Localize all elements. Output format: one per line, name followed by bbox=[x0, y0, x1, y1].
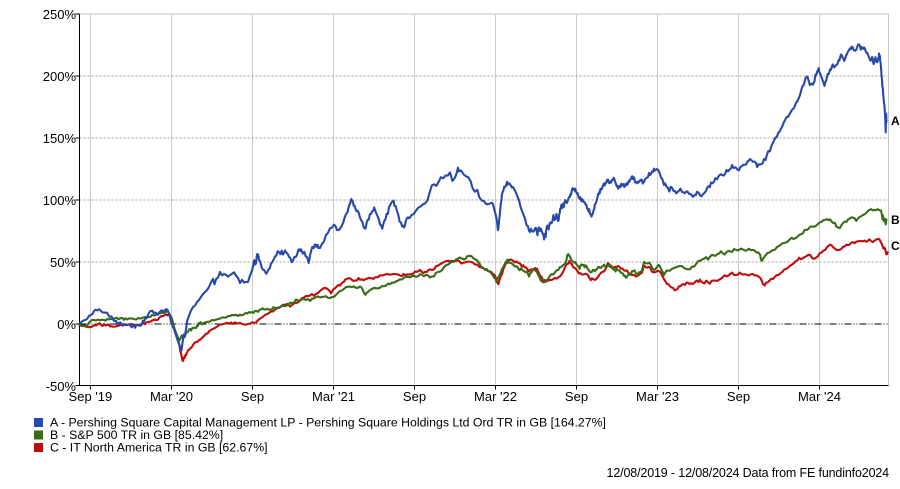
svg-text:250%: 250% bbox=[43, 7, 77, 22]
svg-text:Sep: Sep bbox=[403, 389, 426, 404]
svg-text:Sep: Sep bbox=[565, 389, 588, 404]
svg-text:A: A bbox=[891, 114, 900, 128]
svg-text:12/08/2019 - 12/08/2024 Data f: 12/08/2019 - 12/08/2024 Data from FE fun… bbox=[607, 466, 890, 480]
svg-text:Sep '19: Sep '19 bbox=[69, 389, 113, 404]
svg-text:Sep: Sep bbox=[241, 389, 264, 404]
svg-text:C: C bbox=[891, 239, 900, 253]
svg-text:A - Pershing Square Capital Ma: A - Pershing Square Capital Management L… bbox=[50, 416, 606, 430]
svg-text:200%: 200% bbox=[43, 69, 77, 84]
svg-text:100%: 100% bbox=[43, 193, 77, 208]
svg-text:150%: 150% bbox=[43, 131, 77, 146]
svg-text:Sep: Sep bbox=[727, 389, 750, 404]
svg-text:Mar '24: Mar '24 bbox=[798, 389, 841, 404]
svg-text:50%: 50% bbox=[50, 255, 76, 270]
svg-text:0%: 0% bbox=[57, 317, 76, 332]
svg-text:Mar '21: Mar '21 bbox=[312, 389, 355, 404]
svg-text:B: B bbox=[891, 213, 900, 227]
svg-text:C - IT North America TR in GB: C - IT North America TR in GB [62.67%] bbox=[50, 441, 268, 455]
svg-text:Mar '20: Mar '20 bbox=[150, 389, 193, 404]
svg-text:-50%: -50% bbox=[46, 379, 77, 394]
svg-text:B - S&P 500 TR in GB [85.42%]: B - S&P 500 TR in GB [85.42%] bbox=[50, 428, 223, 442]
svg-text:Mar '22: Mar '22 bbox=[474, 389, 517, 404]
svg-text:Mar '23: Mar '23 bbox=[636, 389, 679, 404]
